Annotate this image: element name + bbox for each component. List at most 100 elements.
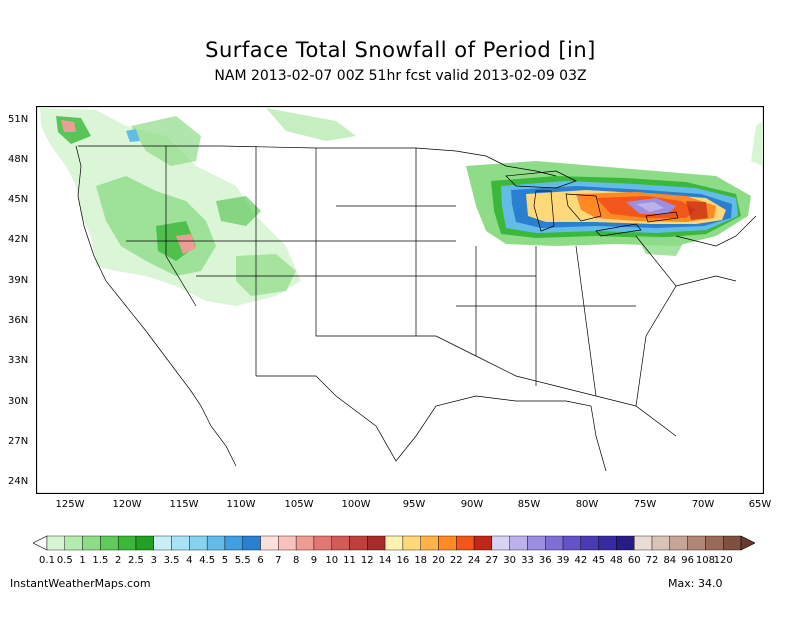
colorbar-swatch: [580, 535, 599, 551]
colorbar-swatch: [545, 535, 564, 551]
colorbar-swatch: [242, 535, 261, 551]
colorbar-swatch: [331, 535, 350, 551]
colorbar-swatch: [153, 535, 172, 551]
colorbar-label: 8: [292, 555, 300, 566]
colorbar-label: 4.5: [199, 555, 216, 566]
lon-label: 105W: [284, 499, 314, 510]
colorbar-swatch: [527, 535, 546, 551]
colorbar-swatch: [171, 535, 190, 551]
colorbar-min-arrow: [33, 535, 48, 551]
lat-label: 24N: [8, 476, 29, 487]
lat-label: 51N: [8, 114, 29, 125]
lon-label: 75W: [633, 499, 657, 510]
colorbar-swatch: [189, 535, 208, 551]
colorbar-swatch: [349, 535, 368, 551]
colorbar-label: 18: [414, 555, 428, 566]
snowfall-shading: [40, 108, 763, 306]
source-credit: InstantWeatherMaps.com: [10, 577, 151, 590]
lon-label: 125W: [55, 499, 85, 510]
colorbar-swatch: [384, 535, 404, 551]
colorbar-swatch: [651, 535, 671, 551]
colorbar-swatch: [367, 535, 386, 551]
colorbar-label: 48: [610, 555, 623, 566]
colorbar-swatch: [224, 535, 243, 551]
colorbar-swatch: [598, 535, 617, 551]
colorbar-label: 1: [79, 555, 86, 566]
colorbar-label: 72: [645, 555, 659, 566]
colorbar-label: 10: [325, 555, 339, 566]
colorbar-label: 3: [150, 555, 157, 566]
lon-label: 90W: [460, 499, 484, 510]
colorbar-swatch: [616, 535, 635, 551]
map-title: Surface Total Snowfall of Period [in]: [205, 38, 596, 62]
colorbar-swatch: [206, 535, 226, 551]
lat-label: 45N: [8, 194, 29, 205]
lon-label: 115W: [169, 499, 199, 510]
colorbar-swatch: [117, 535, 137, 551]
colorbar-max-arrow: [740, 535, 755, 551]
colorbar-swatch: [562, 535, 582, 551]
colorbar-swatch: [456, 535, 475, 551]
colorbar-swatch: [278, 535, 297, 551]
colorbar-swatch: [64, 535, 83, 551]
colorbar-label: 16: [396, 555, 410, 566]
colorbar-label: 2.5: [128, 555, 144, 566]
colorbar-label: 9: [310, 555, 318, 566]
colorbar-label: 108: [695, 555, 715, 566]
colorbar-swatch: [46, 535, 65, 551]
colorbar-label: 6: [257, 555, 264, 566]
colorbar-label: 84: [663, 555, 677, 566]
colorbar-label: 4: [186, 555, 193, 566]
colorbar: [33, 535, 755, 551]
colorbar-label: 0.5: [56, 555, 73, 566]
great-lakes: [505, 170, 679, 237]
lon-label: 85W: [517, 499, 541, 510]
colorbar-label: 11: [343, 555, 356, 566]
colorbar-label: 20: [432, 555, 445, 566]
colorbar-label: 120: [713, 555, 733, 566]
colorbar-swatch: [313, 535, 332, 551]
colorbar-label: 27: [485, 555, 499, 566]
colorbar-label: 33: [521, 555, 534, 566]
lon-label: 120W: [112, 499, 142, 510]
colorbar-label: 42: [574, 555, 588, 566]
lon-label: 70W: [691, 499, 715, 510]
colorbar-label: 24: [467, 555, 481, 566]
lat-label: 42N: [8, 234, 29, 245]
colorbar-swatch: [634, 535, 653, 551]
colorbar-label: 12: [360, 555, 374, 566]
lat-label: 27N: [8, 436, 29, 447]
map-boundaries: [75, 145, 757, 472]
colorbar-label: 2: [114, 555, 122, 566]
map-subtitle: NAM 2013-02-07 00Z 51hr fcst valid 2013-…: [214, 68, 587, 84]
colorbar-label: 22: [449, 555, 463, 566]
colorbar-swatch: [438, 535, 457, 551]
colorbar-swatch: [82, 535, 101, 551]
lat-label: 33N: [8, 355, 29, 366]
colorbar-swatch: [687, 535, 706, 551]
colorbar-swatch: [420, 535, 439, 551]
colorbar-label: 5: [221, 555, 229, 566]
colorbar-swatch: [402, 535, 421, 551]
colorbar-label: 45: [592, 555, 605, 566]
colorbar-label: 1.5: [92, 555, 109, 566]
colorbar-swatch: [473, 535, 493, 551]
lat-label: 30N: [8, 396, 29, 407]
lat-label: 36N: [8, 315, 29, 326]
lon-label: 95W: [402, 499, 426, 510]
lat-label: 48N: [8, 154, 29, 165]
colorbar-swatch: [705, 535, 724, 551]
colorbar-label: 5.5: [234, 555, 251, 566]
colorbar-swatch: [669, 535, 688, 551]
colorbar-label: 30: [503, 555, 517, 566]
colorbar-swatch: [723, 535, 742, 551]
colorbar-label: 36: [538, 555, 552, 566]
colorbar-swatch: [509, 535, 528, 551]
snowfall-map: [36, 106, 764, 494]
colorbar-label: 3.5: [163, 555, 180, 566]
colorbar-swatch: [135, 535, 154, 551]
colorbar-label: 39: [556, 555, 570, 566]
colorbar-label: 14: [378, 555, 392, 566]
lon-label: 80W: [575, 499, 599, 510]
colorbar-swatch: [295, 535, 315, 551]
